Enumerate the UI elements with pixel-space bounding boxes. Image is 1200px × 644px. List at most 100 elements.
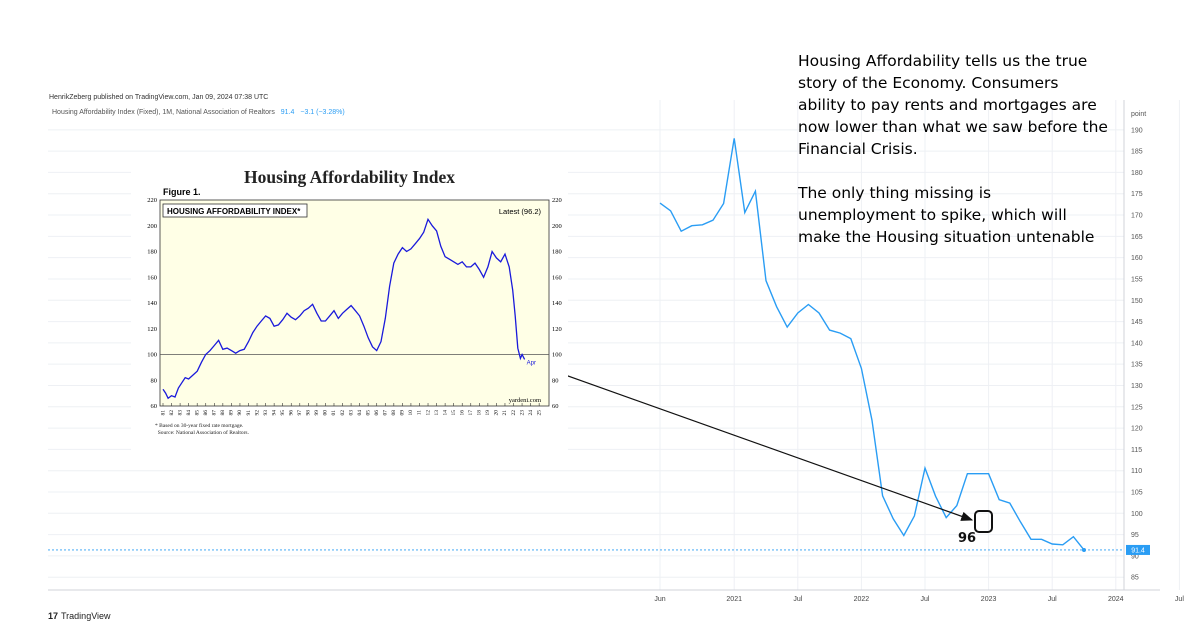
footnote-line-2: Source: National Association of Realtors… (157, 429, 249, 436)
inset-x-tick-label: 11 (417, 410, 423, 416)
symbol-change: −3.1 (−3.28%) (300, 109, 345, 116)
price-axis-ticks: 85 90 95 100 105 110 115 120 125 130 135 140 145 150 1… (1131, 127, 1143, 581)
tv-y-tick-label: 105 (1131, 490, 1143, 497)
inset-x-tick-label: 88 (220, 410, 226, 416)
inset-y-tick-left: 60 (151, 403, 158, 410)
tradingview-logo-icon: 17 (48, 611, 59, 621)
inset-y-tick-left: 160 (147, 274, 157, 281)
inset-x-tick-label: 13 (434, 410, 440, 416)
inset-y-tick-left: 220 (147, 197, 157, 204)
tv-y-tick-label: 130 (1131, 383, 1143, 390)
inset-x-tick-label: 01 (331, 410, 337, 416)
inset-x-tick-label: 25 (536, 410, 542, 416)
inset-x-tick-label: 92 (254, 410, 260, 416)
inset-end-label: Apr (527, 360, 536, 366)
inset-x-tick-label: 00 (323, 410, 329, 416)
tv-y-tick-label: 90 (1131, 553, 1139, 560)
inset-y-tick-right: 200 (552, 223, 562, 230)
tv-y-tick-label: 180 (1131, 170, 1143, 177)
tv-frame: point (48, 100, 1160, 591)
annotation-arrow (539, 365, 974, 521)
inset-latest-label: Latest (96.2) (499, 207, 542, 216)
inset-y-tick-left: 120 (147, 326, 157, 333)
symbol-name: Housing Affordability Index (Fixed), 1M,… (52, 109, 275, 116)
inset-plot-area (159, 199, 550, 407)
inset-x-tick-label: 15 (451, 410, 457, 416)
tv-x-tick-label: Jul (1175, 596, 1184, 603)
inset-x-tick-label: 23 (519, 410, 525, 416)
publisher-line: HenrikZeberg published on TradingView.co… (49, 94, 269, 101)
inset-x-tick-label: 09 (400, 410, 406, 416)
inset-x-tick-label: 82 (169, 410, 175, 416)
inset-footnote: * Based on 30-year fixed rate mortgage. … (155, 423, 249, 436)
symbol-line: Housing Affordability Index (Fixed), 1M,… (52, 109, 345, 116)
tv-y-tick-label: 140 (1131, 340, 1143, 347)
tv-y-tick-label: 100 (1131, 511, 1143, 518)
inset-x-tick-label: 12 (425, 410, 431, 416)
inset-y-tick-right: 100 (552, 352, 562, 359)
inset-x-tick-label: 87 (212, 410, 218, 416)
inset-y-tick-left: 140 (147, 300, 157, 307)
tradingview-brand[interactable]: 17 TradingView (48, 611, 111, 621)
tv-x-tick-label: 2023 (981, 596, 997, 603)
tv-x-tick-label: Jul (921, 596, 930, 603)
inset-x-tick-label: 97 (297, 410, 303, 416)
tv-y-tick-label: 155 (1131, 276, 1143, 283)
inset-x-tick-label: 86 (203, 410, 209, 416)
tv-x-tick-label: 2022 (854, 596, 870, 603)
tv-x-tick-label: Jul (1048, 596, 1057, 603)
inset-y-tick-left: 200 (147, 223, 157, 230)
inset-x-tick-label: 96 (289, 410, 295, 416)
tv-y-tick-label: 165 (1131, 234, 1143, 241)
inset-y-tick-right: 220 (552, 197, 562, 204)
inset-x-tick-label: 08 (391, 410, 397, 416)
inset-x-tick-label: 85 (194, 410, 200, 416)
inset-y-tick-right: 140 (552, 300, 562, 307)
caption-text: Housing Affordability tells us the true … (798, 50, 1108, 270)
price-axis-unit: point (1131, 111, 1146, 118)
tv-y-tick-label: 115 (1131, 447, 1142, 454)
inset-source-label: yardeni.com (509, 397, 541, 404)
inset-x-tick-label: 84 (186, 410, 192, 416)
inset-x-tick-label: 24 (528, 410, 534, 416)
last-value-dot (1082, 547, 1086, 552)
inset-x-tick-label: 94 (271, 410, 277, 416)
inset-panel-label-frame (162, 203, 308, 218)
price-tag-label: 91.4 (1131, 547, 1145, 554)
tv-y-tick-label: 85 (1131, 575, 1139, 582)
inset-y-tick-left: 80 (151, 377, 158, 384)
tv-y-tick-label: 95 (1131, 532, 1139, 539)
tv-y-tick-label: 150 (1131, 298, 1143, 305)
inset-x-tick-label: 06 (374, 410, 380, 416)
tv-y-tick-label: 135 (1131, 362, 1143, 369)
inset-x-tick-label: 02 (340, 410, 346, 416)
inset-y-tick-left: 100 (147, 352, 157, 359)
tv-y-tick-label: 110 (1131, 468, 1142, 475)
caption-paragraph-1: Housing Affordability tells us the true … (798, 52, 1108, 158)
inset-x-tick-label: 98 (306, 410, 312, 416)
inset-x-tick-label: 99 (314, 410, 320, 416)
inset-x-tick-label: 90 (237, 410, 243, 416)
inset-x-tick-label: 03 (348, 410, 354, 416)
inset-y-tick-right: 80 (552, 377, 559, 384)
tv-x-tick-label: Jul (793, 596, 802, 603)
tv-x-tick-label: 2021 (726, 596, 742, 603)
inset-x-tick-label: 22 (511, 410, 517, 416)
inset-x-tick-label: 18 (477, 410, 483, 416)
inset-x-ticks: 81 82 83 84 85 86 87 88 89 90 91 92 93 94 95 96 97 98 99 00… (160, 403, 542, 416)
symbol-last-value: 91.4 (280, 109, 295, 116)
tv-y-tick-label: 170 (1131, 213, 1143, 220)
inset-x-tick-label: 81 (160, 410, 166, 416)
tv-y-tick-label: 190 (1131, 127, 1143, 134)
tv-y-tick-label: 120 (1131, 426, 1143, 433)
inset-chart: Housing Affordability Index Figure 1. HO… (131, 160, 568, 452)
inset-x-tick-label: 83 (177, 410, 183, 416)
price-tag-box (1126, 544, 1150, 555)
price-tag: 91.4 (1126, 544, 1150, 555)
inset-x-tick-label: 91 (246, 410, 252, 416)
inset-y-tick-right: 120 (552, 326, 562, 333)
tv-y-tick-label: 145 (1131, 319, 1143, 326)
inset-x-tick-label: 93 (263, 410, 269, 416)
inset-x-tick-label: 20 (494, 410, 500, 416)
inset-x-tick-label: 95 (280, 410, 286, 416)
